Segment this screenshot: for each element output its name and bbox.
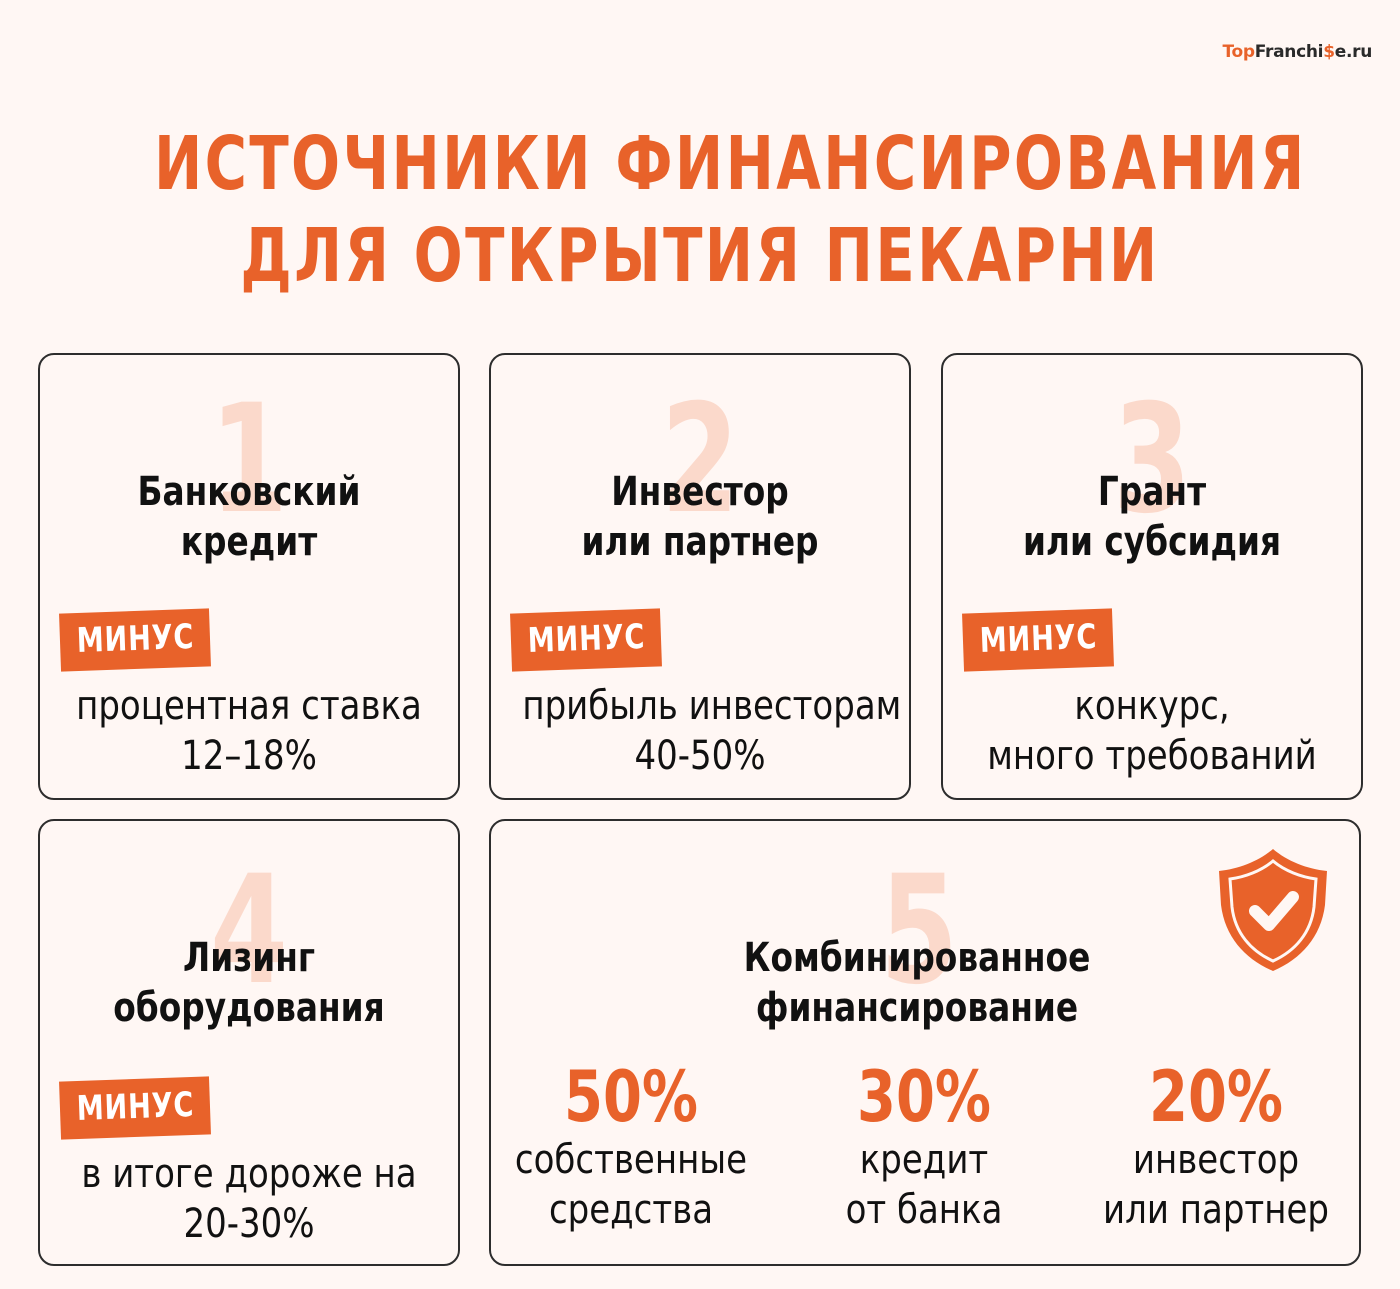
part-percent: 20% [1148,1056,1284,1138]
card-number-watermark: 1 [209,373,289,547]
card-description: конкурс, много требований [974,681,1329,781]
part-label-line1: кредит [859,1137,989,1183]
part-label-line1: собственные [514,1137,748,1183]
card-title-line1: Комбинированное [743,935,1091,981]
card-desc-line1: конкурс, [1074,683,1230,729]
card-combined: 5 Комбинированное финансирование 50% соб… [489,819,1361,1266]
part-label-line2: средства [548,1187,714,1233]
part-label: инвестор или партнер [1097,1135,1335,1235]
combined-part-investor: 20% инвестор или партнер [1076,1059,1356,1235]
card-title-line2: оборудования [113,985,385,1031]
card-title: Комбинированное финансирование [561,933,1273,1033]
card-title: Инвестор или партнер [529,467,872,567]
minus-badge: МИНУС [59,1076,211,1140]
part-label-line2: от банка [845,1187,1003,1233]
card-desc-line2: 20-30% [183,1201,315,1247]
minus-badge: МИНУС [510,608,662,672]
page-title-line1: ИСТОЧНИКИ ФИНАНСИРОВАНИЯ [154,121,1307,207]
card-title-line1: Лизинг [182,935,316,981]
card-title: Грант или субсидия [981,467,1324,567]
part-percent: 30% [856,1056,992,1138]
card-description: прибыль инвесторам 40-50% [522,681,902,781]
minus-badge-label: МИНУС [978,616,1098,662]
card-title: Лизинг оборудования [78,933,421,1033]
brand-part-domain: e.ru [1334,42,1373,62]
card-title: Банковский кредит [78,467,421,567]
minus-badge-label: МИНУС [526,616,646,662]
minus-badge: МИНУС [59,608,211,672]
card-title-line2: или партнер [581,519,819,565]
page-title: ИСТОЧНИКИ ФИНАНСИРОВАНИЯ ДЛЯ ОТКРЫТИЯ ПЕ… [154,118,1307,302]
minus-badge: МИНУС [962,608,1114,672]
minus-badge-label: МИНУС [75,616,195,662]
minus-badge-label: МИНУС [75,1084,195,1130]
combined-part-own-funds: 50% собственные средства [491,1059,771,1235]
brand-part-top: Top [1222,42,1256,62]
card-number-watermark: 4 [209,844,289,1018]
card-title-line2: кредит [180,519,318,565]
card-title-line2: или субсидия [1022,519,1282,565]
part-label-line2: или партнер [1103,1187,1329,1233]
card-description: в итоге дороже на 20-30% [71,1149,426,1249]
card-title-line2: финансирование [755,985,1079,1031]
part-label: собственные средства [512,1135,750,1235]
card-desc-line2: 12–18% [181,733,317,779]
card-bank-credit: 1 Банковский кредит МИНУС процентная ста… [38,353,460,800]
card-desc-line2: много требований [987,733,1317,779]
page-title-line2: ДЛЯ ОТКРЫТИЯ ПЕКАРНИ [240,213,1160,299]
card-investor: 2 Инвестор или партнер МИНУС прибыль инв… [489,353,911,800]
part-label: кредит от банка [805,1135,1043,1235]
card-desc-line1: процентная ставка [76,683,422,729]
part-percent: 50% [563,1056,699,1138]
part-label-line1: инвестор [1132,1137,1300,1183]
brand-part-franchise: Franchi [1254,42,1324,62]
card-desc-line1: в итоге дороже на [81,1151,417,1197]
card-title-line1: Грант [1097,469,1207,515]
card-number-watermark: 2 [660,373,740,547]
combined-part-bank-credit: 30% кредит от банка [784,1059,1064,1235]
card-leasing: 4 Лизинг оборудования МИНУС в итоге доро… [38,819,460,1266]
card-desc-line1: прибыль инвесторам [522,683,902,729]
card-title-line1: Банковский [137,469,361,515]
brand-logo: TopFranchi$e.ru [1223,42,1373,62]
card-grant: 3 Грант или субсидия МИНУС конкурс, мног… [941,353,1363,800]
shield-check-icon [1219,849,1327,971]
brand-part-dollar: $ [1323,42,1335,62]
card-description: процентная ставка 12–18% [71,681,426,781]
card-number-watermark: 3 [1112,373,1192,547]
card-desc-line2: 40-50% [634,733,766,779]
card-title-line1: Инвестор [611,469,789,515]
card-number-watermark: 5 [879,844,959,1018]
